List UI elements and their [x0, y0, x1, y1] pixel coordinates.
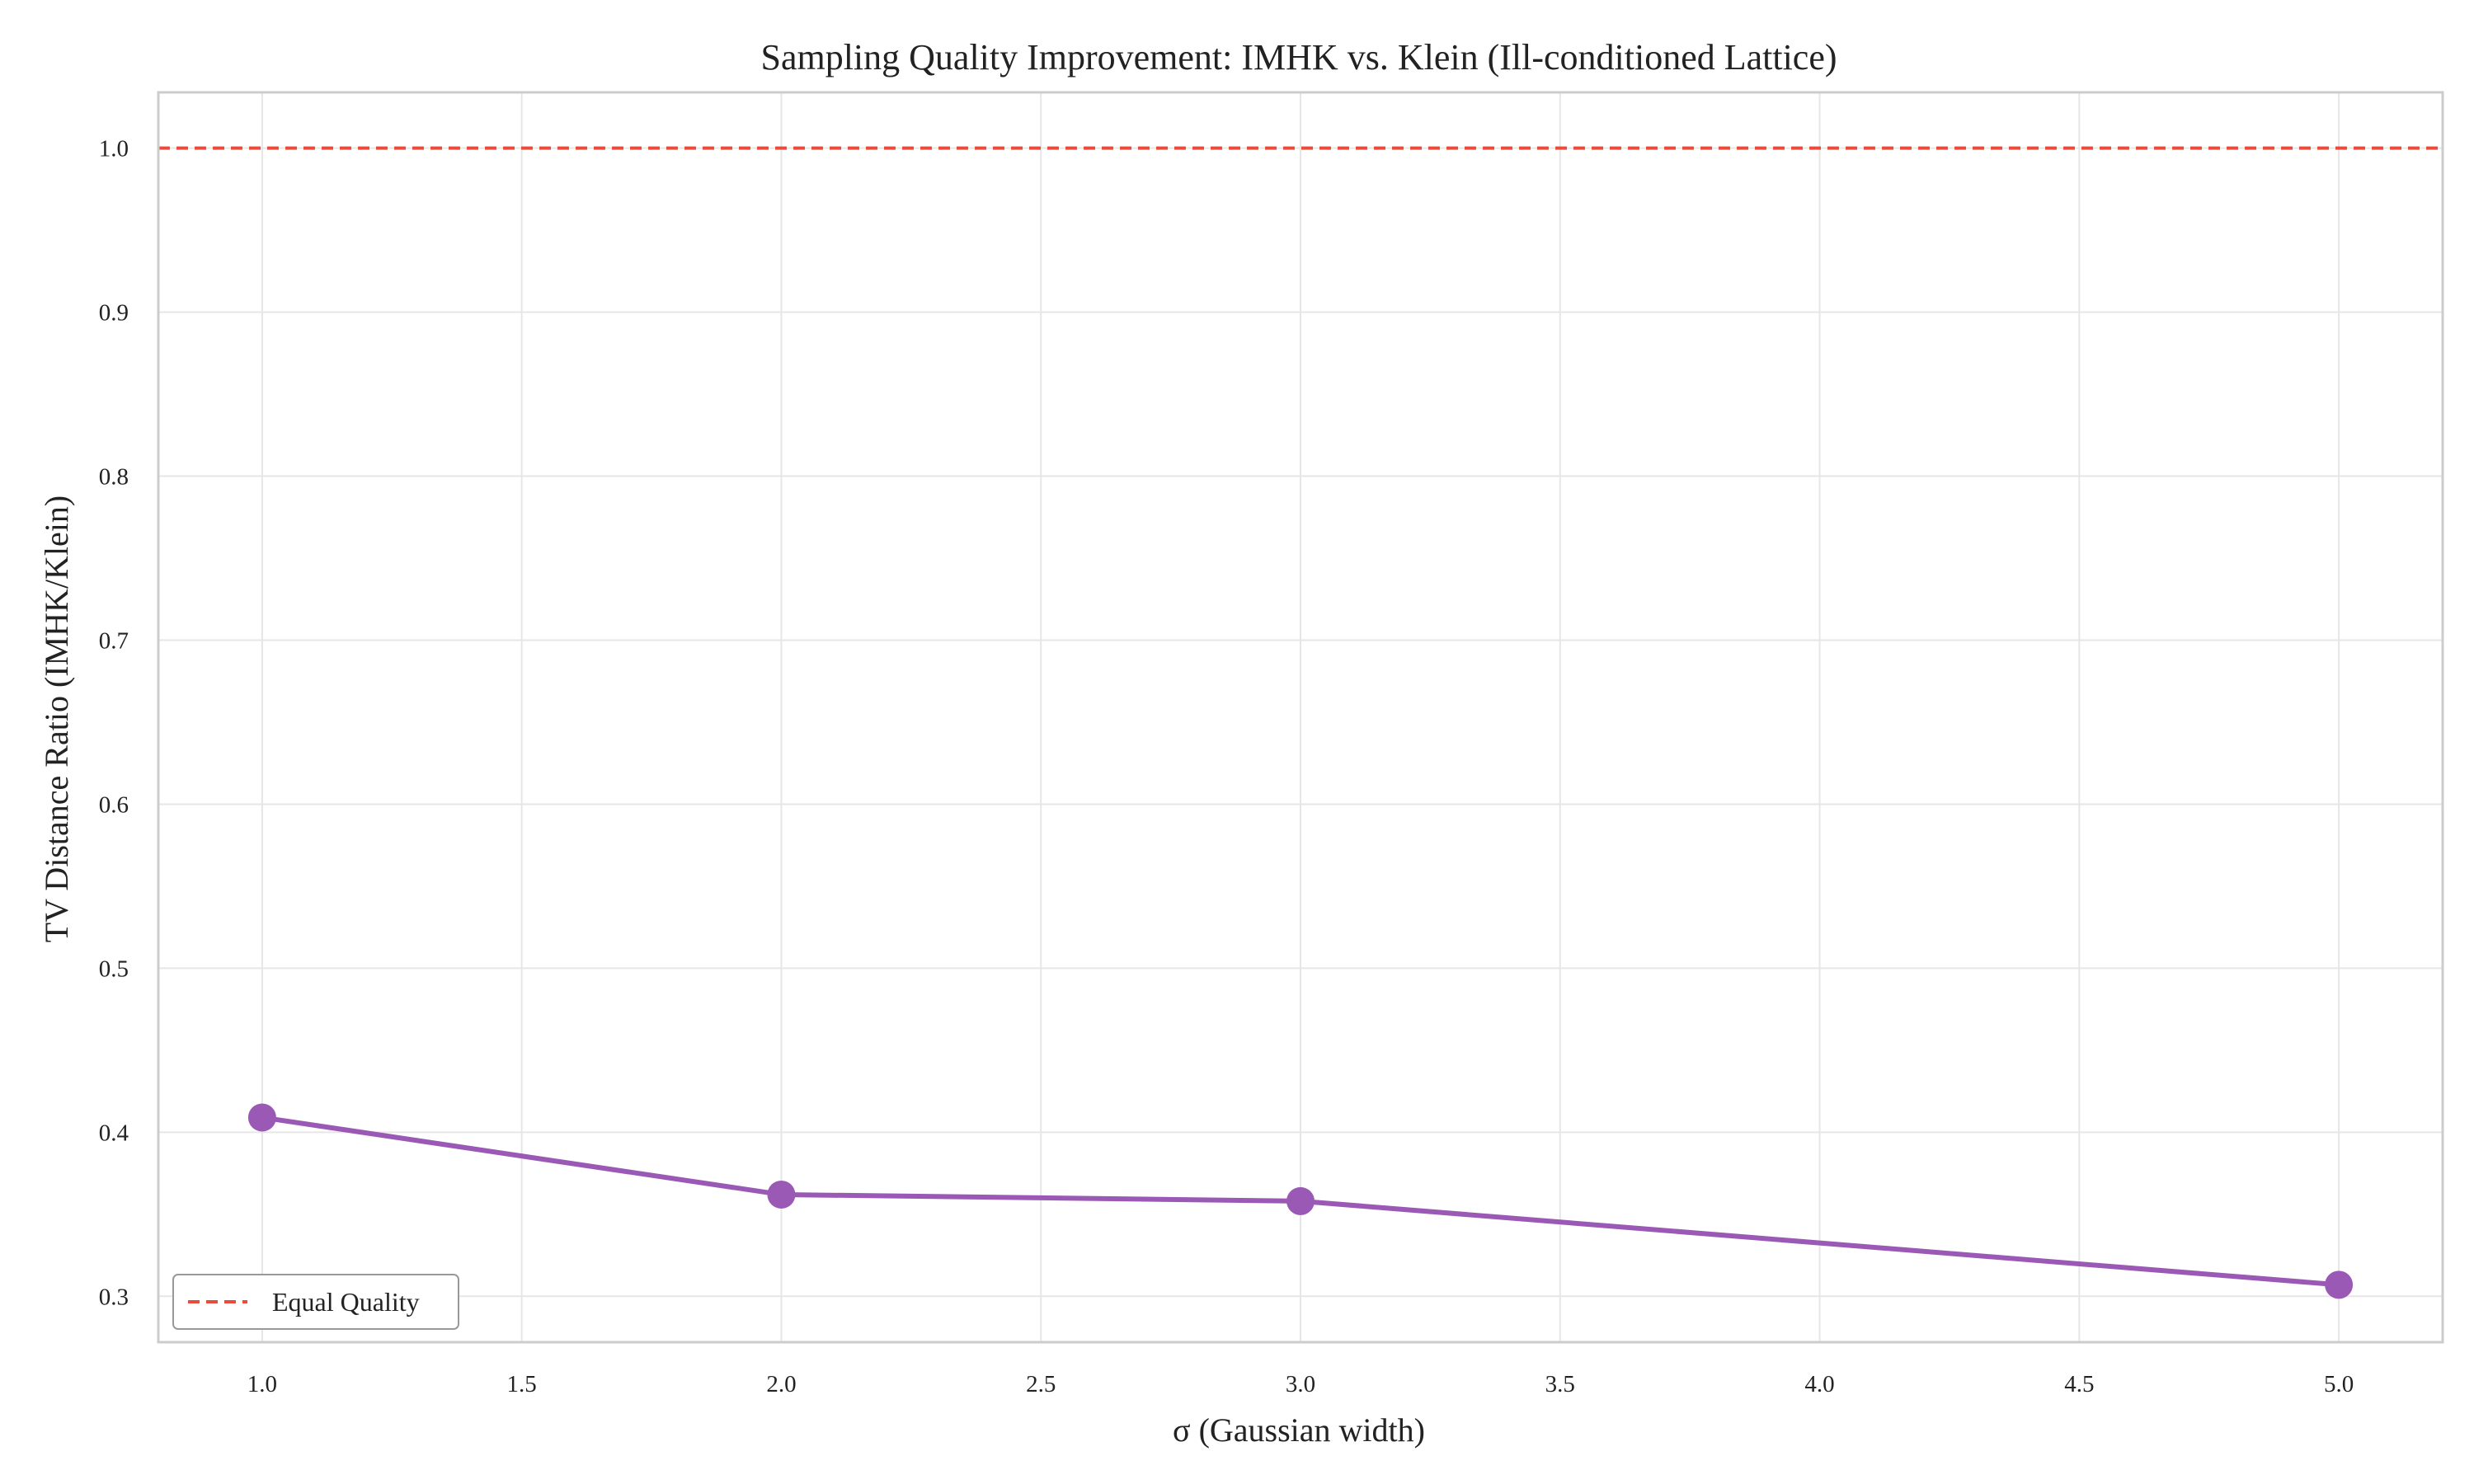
series: [247, 1103, 2354, 1299]
y-tick-label: 1.0: [99, 136, 129, 162]
y-tick-label: 0.3: [99, 1284, 129, 1310]
x-tick-label: 2.5: [1026, 1371, 1056, 1397]
y-tick-label: 0.7: [99, 627, 129, 654]
x-tick-label: 2.0: [766, 1371, 796, 1397]
data-point: [247, 1103, 276, 1132]
y-tick-label: 0.9: [99, 300, 129, 326]
x-tick-label: 5.0: [2324, 1371, 2354, 1397]
legend-box: [172, 1274, 459, 1330]
y-tick-labels: 0.3 0.4 0.5 0.6 0.7 0.8 0.9 1.0: [99, 136, 129, 1311]
x-axis-label: σ (Gaussian width): [1173, 1411, 1425, 1449]
plot-frame: [157, 91, 2444, 1344]
x-tick-labels: 1.0 1.5 2.0 2.5 3.0 3.5 4.0 4.5 5.0: [247, 1371, 2354, 1397]
x-tick-label: 3.0: [1286, 1371, 1315, 1397]
data-point: [2325, 1270, 2354, 1299]
y-axis-label: TV Distance Ratio (IMHK/Klein): [38, 495, 75, 942]
legend-label-equal-quality: Equal Quality: [272, 1287, 420, 1317]
legend: Equal Quality: [172, 1274, 459, 1330]
series-line: [259, 1115, 2342, 1288]
x-tick-label: 4.0: [1804, 1371, 1834, 1397]
data-point: [767, 1180, 796, 1209]
y-tick-label: 0.8: [99, 464, 129, 491]
data-point: [1286, 1186, 1315, 1215]
x-tick-label: 1.0: [247, 1371, 277, 1397]
chart-title: Sampling Quality Improvement: IMHK vs. K…: [760, 37, 1837, 77]
x-tick-label: 4.5: [2064, 1371, 2094, 1397]
y-tick-label: 0.6: [99, 791, 129, 818]
y-tick-label: 0.5: [99, 956, 129, 982]
y-tick-label: 0.4: [99, 1120, 129, 1146]
x-tick-label: 1.5: [507, 1371, 537, 1397]
grid: [158, 92, 2443, 1342]
x-tick-label: 3.5: [1545, 1371, 1575, 1397]
